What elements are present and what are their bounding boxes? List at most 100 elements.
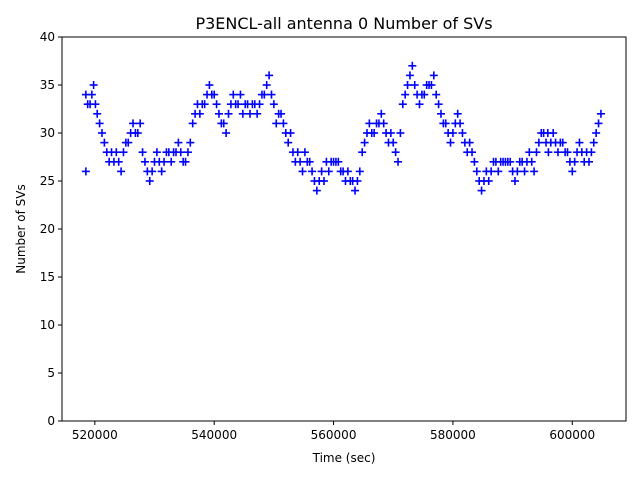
data-point	[186, 138, 195, 147]
data-point	[432, 90, 441, 99]
data-point	[200, 100, 209, 109]
data-point	[434, 100, 443, 109]
data-point	[446, 138, 455, 147]
data-point	[312, 186, 321, 195]
data-point	[112, 148, 121, 157]
data-point	[484, 177, 493, 185]
data-point	[410, 81, 419, 89]
data-point	[596, 109, 605, 118]
data-point	[214, 109, 223, 118]
data-point	[386, 129, 395, 137]
x-tick-label: 540000	[191, 428, 237, 442]
data-point	[234, 100, 243, 109]
data-point	[298, 167, 307, 176]
data-point	[470, 157, 479, 166]
x-axis: 520000 540000 560000 580000 600000	[72, 421, 595, 442]
data-point	[140, 157, 149, 166]
data-point	[308, 167, 317, 176]
data-point	[224, 109, 233, 118]
data-point	[188, 119, 197, 128]
data-point	[558, 138, 567, 147]
data-point	[136, 119, 145, 128]
data-point	[353, 177, 362, 185]
y-tick-label: 0	[47, 414, 55, 428]
data-point	[212, 100, 221, 109]
data-point	[167, 157, 176, 166]
data-point	[377, 109, 386, 118]
data-point	[391, 148, 400, 157]
data-point	[553, 148, 562, 157]
data-point	[370, 129, 379, 137]
data-point	[267, 90, 276, 99]
data-point	[575, 138, 584, 147]
data-point	[145, 177, 154, 185]
data-point	[358, 148, 367, 157]
data-point	[403, 81, 412, 89]
data-point	[236, 90, 245, 99]
y-tick-label: 35	[40, 78, 55, 92]
data-point	[195, 109, 204, 118]
data-point	[317, 167, 326, 176]
data-point	[300, 148, 309, 157]
data-point	[441, 119, 450, 128]
data-point	[408, 61, 417, 70]
plot-points	[81, 61, 605, 195]
data-point	[305, 157, 314, 166]
data-point	[87, 90, 96, 99]
data-point	[265, 71, 274, 80]
data-point	[563, 148, 572, 157]
data-point	[97, 129, 106, 137]
y-tick-label: 10	[40, 318, 55, 332]
y-tick-label: 20	[40, 222, 55, 236]
data-point	[219, 119, 228, 128]
data-point	[160, 157, 169, 166]
data-point	[401, 90, 410, 99]
data-point	[351, 186, 360, 195]
data-point	[448, 129, 457, 137]
data-point	[525, 148, 534, 157]
data-point	[129, 119, 138, 128]
data-point	[176, 148, 185, 157]
x-axis-label: Time (sec)	[312, 451, 376, 465]
data-point	[510, 177, 519, 185]
data-point	[420, 90, 429, 99]
data-point	[238, 109, 247, 118]
data-point	[253, 109, 262, 118]
data-point	[269, 100, 278, 109]
data-point	[93, 109, 102, 118]
data-point	[272, 119, 281, 128]
data-point	[119, 148, 128, 157]
data-point	[429, 71, 438, 80]
data-point	[343, 167, 352, 176]
data-point	[95, 119, 104, 128]
chart-title: P3ENCL-all antenna 0 Number of SVs	[195, 14, 492, 33]
data-point	[114, 157, 123, 166]
data-point	[405, 71, 414, 80]
data-point	[415, 100, 424, 109]
y-tick-label: 15	[40, 270, 55, 284]
data-point	[532, 148, 541, 157]
data-point	[477, 186, 486, 195]
data-point	[396, 129, 405, 137]
data-point	[260, 90, 269, 99]
data-point	[398, 100, 407, 109]
x-tick-label: 560000	[311, 428, 357, 442]
data-point	[133, 129, 142, 137]
data-point	[456, 119, 465, 128]
data-point	[543, 129, 552, 137]
data-point	[320, 177, 329, 185]
x-tick-label: 520000	[72, 428, 118, 442]
data-point	[527, 157, 536, 166]
data-point	[436, 109, 445, 118]
data-point	[458, 129, 467, 137]
data-point	[205, 81, 214, 89]
data-point	[138, 148, 147, 157]
data-point	[360, 138, 369, 147]
data-point	[355, 167, 364, 176]
y-axis-label: Number of SVs	[14, 184, 28, 273]
data-point	[296, 157, 305, 166]
data-point	[465, 138, 474, 147]
y-axis: 0 5 10 15 20 25 30 35 40	[40, 30, 62, 428]
data-point	[293, 148, 302, 157]
